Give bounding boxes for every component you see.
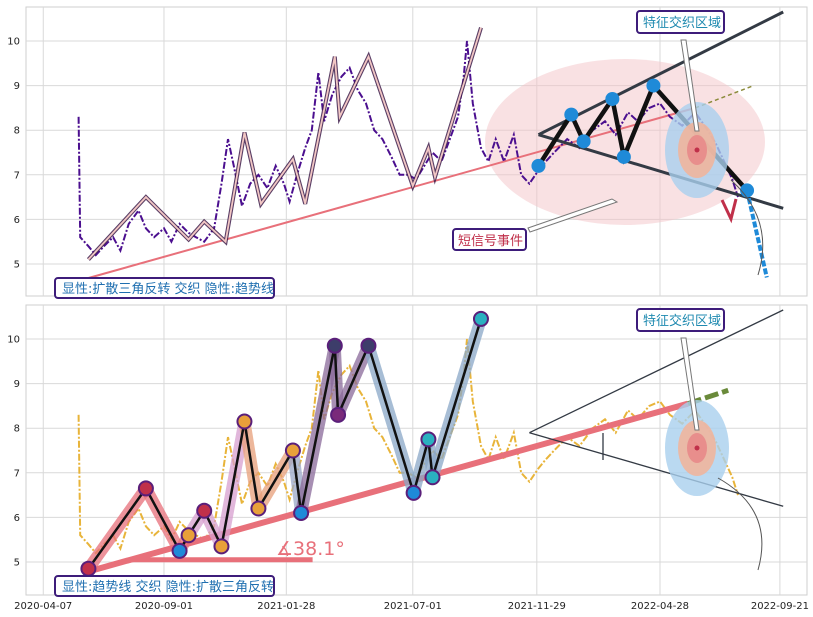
feature-arrow (680, 337, 700, 431)
triangle-point-marker (646, 78, 661, 93)
triangle-point-marker (576, 134, 591, 149)
feature-center-dot (694, 445, 700, 451)
triangle-point-marker (616, 149, 631, 164)
triangle-point-marker (531, 158, 546, 173)
zigzag-marker (326, 337, 343, 354)
zigzag-marker (236, 413, 253, 430)
zigzag-marker (472, 310, 489, 327)
bottom-feature-label: 特征交织区域 (636, 308, 725, 332)
zigzag-marker (405, 484, 422, 501)
top-feature-label-text: 特征交织区域 (643, 15, 721, 31)
signal-arrow (527, 198, 619, 233)
x-tick-label: 2022-09-21 (751, 601, 809, 612)
curve-arrow (730, 179, 764, 276)
y-tick-label: 7 (14, 170, 20, 181)
zigzag-marker (180, 527, 197, 544)
zigzag-marker (171, 542, 188, 559)
bottom-feature-label-text: 特征交织区域 (643, 313, 721, 329)
y-tick-label: 10 (7, 335, 20, 346)
zigzag-marker (420, 431, 437, 448)
zigzag-marker (293, 504, 310, 521)
triangle-lower-line (529, 432, 784, 507)
y-tick-label: 8 (14, 424, 20, 435)
projection-line (745, 189, 769, 278)
zigzag-marker (80, 560, 97, 577)
triangle-lower-line (538, 133, 784, 210)
x-tick-label: 2020-09-01 (135, 601, 193, 612)
top-signal-label-text: 短信号事件 (458, 234, 523, 249)
feature-arrow (680, 39, 700, 132)
bottom-corner-label-text: 显性:趋势线 交织 隐性:扩散三角反转 (62, 579, 274, 595)
zigzag-marker (330, 406, 347, 423)
x-tick-label: 2022-04-28 (631, 601, 689, 612)
zigzag-line (87, 27, 482, 261)
projection-zigzag (720, 198, 738, 224)
y-tick-label: 5 (14, 260, 20, 271)
zigzag-marker (360, 337, 377, 354)
triangle-point-marker (564, 107, 579, 122)
top-corner-label: 显性:扩散三角反转 交织 隐性:趋势线 (54, 277, 275, 299)
triangle-point-marker (605, 91, 620, 106)
triangle-upper-line (529, 309, 784, 434)
zigzag-marker (196, 502, 213, 519)
zigzag-marker (137, 480, 154, 497)
x-tick-label: 2021-11-29 (508, 601, 566, 612)
x-axis: 2020-04-07 2020-09-01 2021-01-28 2021-07-01… (14, 601, 809, 612)
y-tick-label: 9 (14, 81, 20, 92)
top-panel: 5 6 7 8 9 10 (7, 6, 808, 297)
top-feature-label: 特征交织区域 (636, 10, 725, 34)
y-tick-label: 9 (14, 379, 20, 390)
price-line (77, 40, 739, 257)
trendline (82, 106, 696, 281)
y-tick-label: 6 (14, 215, 20, 226)
top-corner-label-text: 显性:扩散三角反转 交织 隐性:趋势线 (62, 281, 274, 297)
price-line (77, 338, 739, 555)
zigzag-marker (284, 442, 301, 459)
y-tick-label: 10 (7, 37, 20, 48)
y-tick-label: 8 (14, 126, 20, 137)
x-tick-label: 2021-07-01 (384, 601, 442, 612)
zigzag-marker (213, 538, 230, 555)
y-tick-label: 6 (14, 513, 20, 524)
curve-arrow (717, 477, 763, 571)
bottom-panel: 5 6 7 8 9 10 (7, 304, 808, 596)
bottom-corner-label: 显性:趋势线 交织 隐性:扩散三角反转 (54, 575, 275, 597)
zigzag-marker (250, 500, 267, 517)
angle-label: ∡38.1° (276, 538, 345, 560)
y-tick-label: 5 (14, 558, 20, 569)
y-tick-label: 7 (14, 468, 20, 479)
feature-center-dot (694, 147, 700, 153)
x-tick-label: 2020-04-07 (14, 601, 72, 612)
x-tick-label: 2021-01-28 (257, 601, 315, 612)
triangle-upper-line (537, 10, 784, 137)
zigzag-marker (424, 469, 441, 486)
top-signal-label: 短信号事件 (452, 228, 527, 251)
